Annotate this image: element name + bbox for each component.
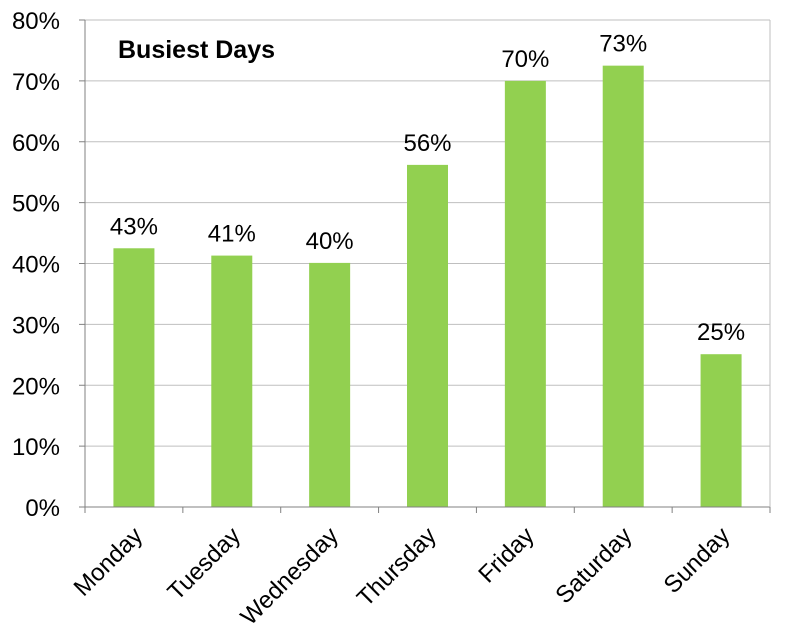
y-tick-label: 10% (12, 434, 60, 461)
bar-monday (113, 248, 155, 507)
x-tick-label-wednesday: Wednesday (235, 522, 343, 630)
data-labels: 43% 41% 40% 56% 70% 73% 25% (110, 31, 745, 347)
bar-thursday (407, 164, 448, 507)
data-label-thursday: 56% (403, 130, 451, 157)
x-tick-label-friday: Friday (473, 522, 539, 588)
x-tick-label-tuesday: Tuesday (162, 522, 246, 606)
y-tick-label: 30% (12, 312, 60, 339)
y-tick-label: 70% (12, 69, 60, 96)
bar-saturday (602, 65, 644, 507)
plot-frame (84, 20, 771, 508)
bar-tuesday (211, 255, 253, 507)
y-tick-label: 50% (12, 191, 60, 218)
bars (113, 65, 742, 507)
y-tick-label: 0% (25, 495, 60, 522)
chart-title: Busiest Days (118, 36, 275, 64)
bar-sunday (700, 354, 742, 507)
bar-wednesday (309, 262, 351, 507)
y-axis-ticks: 0% 10% 20% 30% 40% 50% 60% 70% 80% (12, 8, 85, 522)
data-label-sunday: 25% (697, 319, 745, 346)
data-label-wednesday: 40% (306, 228, 354, 255)
x-tick-label-sunday: Sunday (659, 522, 736, 599)
x-tick-label-thursday: Thursday (352, 522, 442, 612)
data-label-tuesday: 41% (208, 221, 256, 248)
y-tick-label: 60% (12, 130, 60, 157)
y-tick-label: 80% (12, 8, 60, 35)
data-label-friday: 70% (501, 46, 549, 73)
bar-friday (504, 80, 546, 507)
data-label-monday: 43% (110, 213, 158, 240)
x-tick-label-saturday: Saturday (550, 522, 637, 609)
x-tick-label-monday: Monday (69, 522, 148, 601)
y-tick-label: 20% (12, 373, 60, 400)
y-tick-label: 40% (12, 252, 60, 279)
data-label-saturday: 73% (599, 31, 647, 58)
